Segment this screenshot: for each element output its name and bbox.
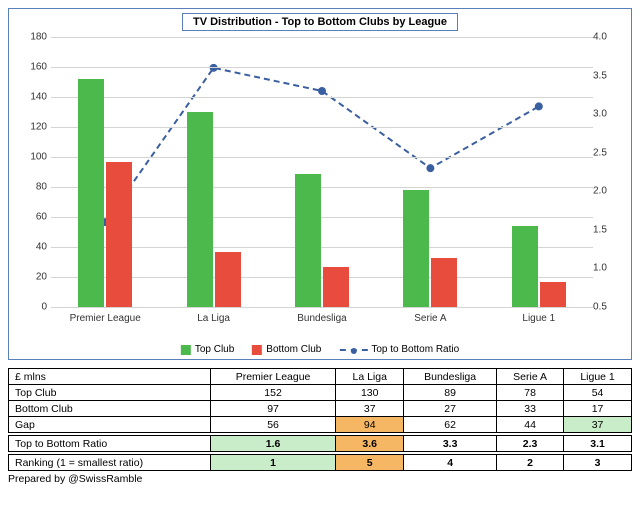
table-col-header: Serie A bbox=[497, 369, 564, 385]
bar-top-club bbox=[295, 174, 321, 308]
bar-top-club bbox=[187, 112, 213, 307]
table-row-label: Top Club bbox=[9, 385, 211, 401]
table-cell: 97 bbox=[210, 401, 335, 417]
y-right-tick: 3.5 bbox=[593, 70, 617, 81]
legend-top-club: Top Club bbox=[181, 344, 234, 355]
bar-top-club bbox=[78, 79, 104, 307]
table-row-label: Gap bbox=[9, 417, 211, 433]
y-left-tick: 20 bbox=[21, 272, 47, 283]
y-left-tick: 100 bbox=[21, 152, 47, 163]
table-cell: 17 bbox=[564, 401, 632, 417]
y-right-tick: 1.5 bbox=[593, 224, 617, 235]
table-cell: 3 bbox=[564, 455, 632, 471]
chart-container: TV Distribution - Top to Bottom Clubs by… bbox=[8, 8, 632, 360]
credit-line: Prepared by @SwissRamble bbox=[8, 473, 632, 485]
x-axis-label: La Liga bbox=[197, 313, 230, 324]
y-left-tick: 180 bbox=[21, 32, 47, 43]
legend-ratio: Top to Bottom Ratio bbox=[339, 344, 459, 355]
table-cell: 37 bbox=[336, 401, 404, 417]
y-left-tick: 140 bbox=[21, 92, 47, 103]
table-cell: 56 bbox=[210, 417, 335, 433]
table-cell: 2.3 bbox=[497, 436, 564, 452]
table-cell: 89 bbox=[404, 385, 497, 401]
table-cell: 5 bbox=[336, 455, 404, 471]
table-cell: 1 bbox=[210, 455, 335, 471]
table-cell: 44 bbox=[497, 417, 564, 433]
table-row-label: Ranking (1 = smallest ratio) bbox=[9, 455, 211, 471]
table-col-header: Bundesliga bbox=[404, 369, 497, 385]
table-cell: 33 bbox=[497, 401, 564, 417]
chart-title: TV Distribution - Top to Bottom Clubs by… bbox=[182, 13, 458, 31]
y-right-tick: 2.0 bbox=[593, 186, 617, 197]
y-right-tick: 3.0 bbox=[593, 109, 617, 120]
table-cell: 1.6 bbox=[210, 436, 335, 452]
table-cell: 54 bbox=[564, 385, 632, 401]
legend-label: Top Club bbox=[195, 344, 234, 355]
bar-bottom-club bbox=[540, 282, 566, 308]
table-col-header: Premier League bbox=[210, 369, 335, 385]
bar-top-club bbox=[403, 190, 429, 307]
table-row-label: Top to Bottom Ratio bbox=[9, 436, 211, 452]
y-left-tick: 0 bbox=[21, 302, 47, 313]
y-left-tick: 160 bbox=[21, 62, 47, 73]
table-row-label: Bottom Club bbox=[9, 401, 211, 417]
y-right-tick: 1.0 bbox=[593, 263, 617, 274]
y-left-tick: 40 bbox=[21, 242, 47, 253]
legend-label: Bottom Club bbox=[266, 344, 321, 355]
table-cell: 152 bbox=[210, 385, 335, 401]
data-table: £ mlnsPremier LeagueLa LigaBundesligaSer… bbox=[8, 368, 632, 471]
y-right-tick: 2.5 bbox=[593, 147, 617, 158]
table-cell: 4 bbox=[404, 455, 497, 471]
table-cell: 3.3 bbox=[404, 436, 497, 452]
x-axis-label: Bundesliga bbox=[297, 313, 346, 324]
table-cell: 37 bbox=[564, 417, 632, 433]
table-cell: 130 bbox=[336, 385, 404, 401]
table-col-header: La Liga bbox=[336, 369, 404, 385]
x-axis-label: Ligue 1 bbox=[522, 313, 555, 324]
y-left-tick: 80 bbox=[21, 182, 47, 193]
y-right-tick: 4.0 bbox=[593, 32, 617, 43]
x-axis-label: Premier League bbox=[70, 313, 141, 324]
table-cell: 94 bbox=[336, 417, 404, 433]
table-currency-label: £ mlns bbox=[9, 369, 211, 385]
table-cell: 62 bbox=[404, 417, 497, 433]
bar-bottom-club bbox=[323, 267, 349, 308]
table-cell: 78 bbox=[497, 385, 564, 401]
table-col-header: Ligue 1 bbox=[564, 369, 632, 385]
x-axis-label: Serie A bbox=[414, 313, 446, 324]
table-cell: 27 bbox=[404, 401, 497, 417]
bar-top-club bbox=[512, 226, 538, 307]
plot-area bbox=[51, 37, 593, 307]
bar-bottom-club bbox=[106, 162, 132, 308]
bar-bottom-club bbox=[215, 252, 241, 308]
y-left-tick: 60 bbox=[21, 212, 47, 223]
chart-legend: Top Club Bottom Club Top to Bottom Ratio bbox=[181, 344, 459, 355]
y-right-tick: 0.5 bbox=[593, 302, 617, 313]
y-left-tick: 120 bbox=[21, 122, 47, 133]
table-cell: 3.1 bbox=[564, 436, 632, 452]
legend-label: Top to Bottom Ratio bbox=[371, 344, 459, 355]
bar-bottom-club bbox=[431, 258, 457, 308]
table-cell: 3.6 bbox=[336, 436, 404, 452]
legend-bottom-club: Bottom Club bbox=[252, 344, 321, 355]
table-cell: 2 bbox=[497, 455, 564, 471]
